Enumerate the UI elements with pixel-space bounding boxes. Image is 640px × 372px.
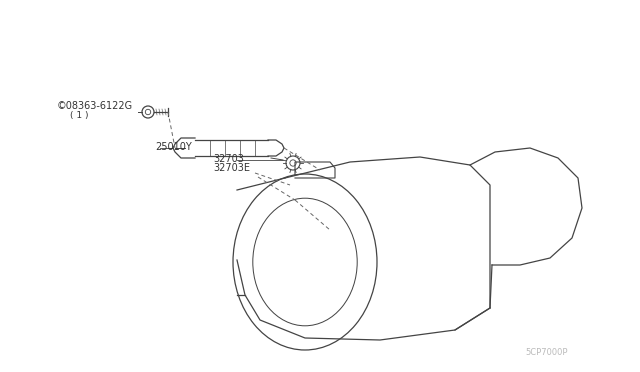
Text: ©08363-6122G: ©08363-6122G [57, 101, 133, 111]
Text: 25010Y: 25010Y [155, 142, 192, 152]
Text: 32703E: 32703E [213, 163, 250, 173]
Text: 32703: 32703 [213, 154, 244, 164]
Text: ( 1 ): ( 1 ) [70, 111, 88, 120]
Text: 5CP7000P: 5CP7000P [525, 348, 568, 357]
